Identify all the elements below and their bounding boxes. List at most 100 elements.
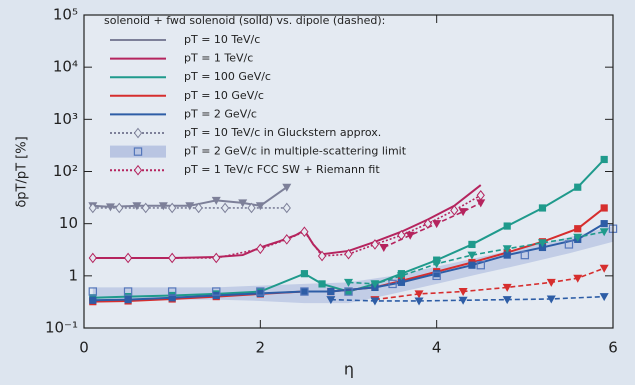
marker	[468, 240, 476, 249]
marker	[537, 239, 547, 248]
marker	[476, 199, 486, 208]
marker	[520, 250, 530, 260]
marker	[433, 256, 441, 264]
legend-label: pT = 10 TeV/c in Gluckstern approx.	[184, 126, 381, 139]
marker	[282, 202, 291, 214]
marker	[141, 202, 150, 214]
marker	[168, 202, 177, 214]
marker	[458, 288, 468, 297]
marker	[458, 208, 468, 217]
marker	[599, 264, 609, 273]
marker	[414, 297, 424, 306]
marker	[327, 287, 335, 296]
marker	[467, 251, 477, 260]
marker	[132, 202, 142, 211]
marker	[212, 287, 221, 296]
marker	[433, 270, 441, 278]
marker	[256, 289, 264, 298]
marker	[158, 202, 168, 211]
y-axis-label: δpT/pT [%]	[15, 136, 30, 207]
x-axis-label: η	[344, 360, 354, 379]
plot-frame	[83, 14, 614, 329]
marker	[238, 199, 248, 208]
legend-label: pT = 100 GeV/c	[184, 70, 271, 83]
marker	[370, 280, 380, 289]
marker	[450, 205, 459, 216]
marker	[168, 252, 177, 264]
y-tick-label: 10⁵	[53, 6, 78, 24]
marker	[89, 296, 97, 304]
marker	[115, 202, 124, 214]
x-tick-label: 0	[79, 339, 89, 357]
marker	[432, 271, 441, 281]
marker	[405, 231, 415, 240]
y-tick-label: 10	[59, 214, 78, 232]
marker	[344, 287, 353, 296]
y-tick-label: 10²	[53, 162, 78, 180]
marker	[256, 243, 265, 255]
marker	[256, 287, 265, 296]
marker	[88, 287, 98, 296]
legend-label: pT = 2 GeV/c	[184, 107, 257, 120]
legend-label: pT = 10 GeV/c	[184, 89, 264, 102]
marker	[379, 243, 389, 252]
marker	[502, 245, 512, 254]
legend-title: solenoid + fwd solenoid (solid) vs. dipo…	[104, 14, 385, 27]
marker	[468, 261, 476, 269]
marker	[414, 290, 424, 299]
marker	[538, 204, 547, 212]
legend-swatch	[110, 145, 166, 158]
marker	[212, 252, 221, 264]
series-line	[348, 230, 605, 285]
marker	[574, 225, 582, 233]
marker	[123, 287, 133, 296]
marker	[300, 287, 309, 296]
marker	[573, 274, 583, 283]
marker	[370, 297, 380, 306]
legend-label: pT = 2 GeV/c in multiple-scattering limi…	[184, 145, 407, 158]
marker	[600, 155, 608, 164]
marker	[574, 183, 582, 191]
marker	[396, 272, 406, 281]
marker	[370, 239, 380, 250]
marker	[300, 226, 309, 238]
y-tick-label: 10⁴	[53, 58, 78, 76]
legend-marker	[133, 164, 143, 176]
marker	[599, 293, 609, 302]
marker	[538, 243, 547, 252]
marker	[600, 220, 608, 228]
x-tick-label: 6	[608, 339, 618, 357]
marker	[476, 260, 485, 270]
x-tick-label: 4	[432, 339, 442, 357]
y-tick-label: 10³	[53, 110, 78, 128]
marker	[211, 196, 221, 205]
x-tick-label: 2	[256, 339, 266, 357]
marker	[546, 278, 556, 287]
marker	[344, 248, 353, 260]
legend-label: pT = 1 TeV/c FCC SW + Riemann fit	[184, 163, 380, 176]
marker	[326, 296, 336, 305]
marker	[167, 287, 177, 296]
marker	[220, 202, 230, 214]
legend-label: pT = 10 TeV/c	[184, 33, 260, 46]
marker	[185, 202, 195, 211]
legend-marker	[133, 147, 143, 156]
marker	[344, 287, 353, 296]
y-tick-label: 10⁻¹	[45, 319, 78, 337]
plot-area	[84, 15, 613, 328]
marker	[344, 278, 353, 287]
legend-label: pT = 1 TeV/c	[184, 52, 253, 65]
marker	[88, 202, 97, 214]
marker	[458, 296, 468, 305]
legend-marker	[133, 127, 143, 139]
marker	[502, 296, 512, 305]
marker	[282, 234, 291, 245]
marker	[432, 260, 442, 269]
marker	[123, 252, 133, 264]
marker	[318, 280, 326, 288]
marker	[168, 294, 176, 302]
marker	[599, 228, 609, 237]
marker	[503, 222, 511, 230]
